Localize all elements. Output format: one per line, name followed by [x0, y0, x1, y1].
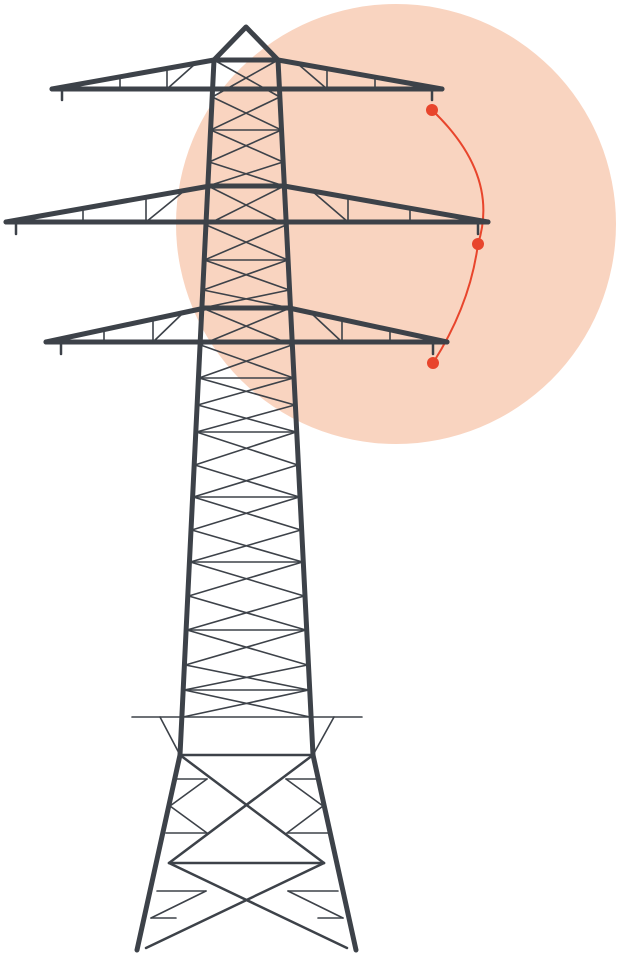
- lattice-brace: [203, 224, 287, 261]
- lattice-brace: [202, 259, 289, 291]
- lattice-brace: [186, 595, 305, 631]
- lattice-brace: [187, 561, 304, 597]
- conductor-dot-middle: [472, 238, 484, 250]
- lattice-brace: [199, 307, 291, 346]
- tower-base: [144, 753, 349, 950]
- crossarm-top: [49, 57, 445, 102]
- tower-lattice: [182, 59, 311, 718]
- lattice-brace: [183, 664, 309, 691]
- lattice-brace: [196, 377, 295, 406]
- lattice-brace: [205, 185, 285, 226]
- lattice-brace: [213, 59, 281, 98]
- crossarm-bottom: [43, 305, 450, 356]
- conductor-dot-top: [426, 104, 438, 116]
- lattice-brace: [208, 129, 283, 163]
- tower: [3, 24, 491, 953]
- conductor-dot-bottom: [427, 357, 439, 369]
- lattice-brace: [209, 96, 281, 131]
- lattice-brace: [192, 464, 299, 498]
- lattice-brace: [191, 496, 301, 531]
- crossarm-middle: [3, 183, 491, 236]
- lattice-brace: [195, 404, 296, 433]
- lattice-brace: [207, 185, 287, 226]
- lattice-brace: [211, 59, 279, 98]
- tower-legs: [134, 57, 359, 953]
- lattice-brace: [184, 629, 307, 666]
- lattice-brace: [189, 529, 302, 563]
- lattice-brace: [198, 344, 293, 379]
- tower-waist: [131, 716, 363, 757]
- tower-peak: [211, 24, 281, 63]
- lattice-brace: [194, 431, 297, 466]
- lattice-brace: [182, 689, 310, 718]
- lattice-brace: [207, 161, 284, 187]
- lattice-brace: [201, 289, 291, 309]
